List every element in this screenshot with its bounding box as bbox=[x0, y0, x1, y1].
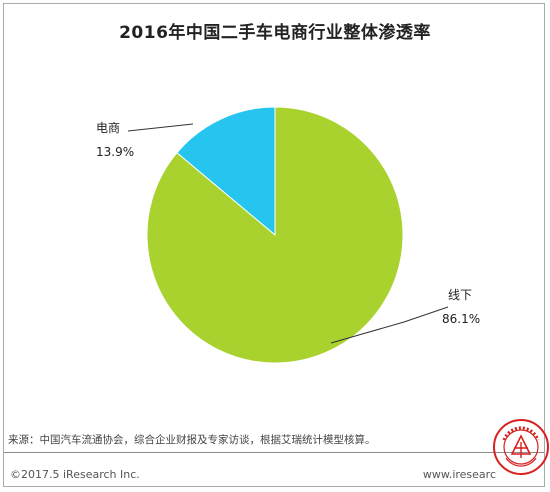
chart-title: 2016年中国二手车电商行业整体渗透率 bbox=[119, 23, 431, 43]
leader-line-0 bbox=[127, 123, 194, 132]
slice-label-name: 线下 bbox=[448, 288, 473, 302]
leader-line-1 bbox=[330, 306, 449, 344]
copyright-text: ©2017.5 iResearch Inc. bbox=[10, 468, 140, 481]
website-text: www.iresearc bbox=[422, 468, 496, 481]
slice-label-value: 86.1% bbox=[442, 312, 481, 326]
university-seal-logo bbox=[493, 419, 549, 475]
slice-label-name: 电商 bbox=[96, 121, 121, 135]
pie-slice-0 bbox=[176, 106, 276, 237]
footer-divider bbox=[4, 452, 544, 453]
slice-label-value: 13.9% bbox=[96, 145, 135, 159]
source-note: 来源：中国汽车流通协会，综合企业财报及专家访谈，根据艾瑞统计模型核算。 bbox=[8, 434, 376, 446]
pie-slice-1 bbox=[146, 106, 404, 364]
